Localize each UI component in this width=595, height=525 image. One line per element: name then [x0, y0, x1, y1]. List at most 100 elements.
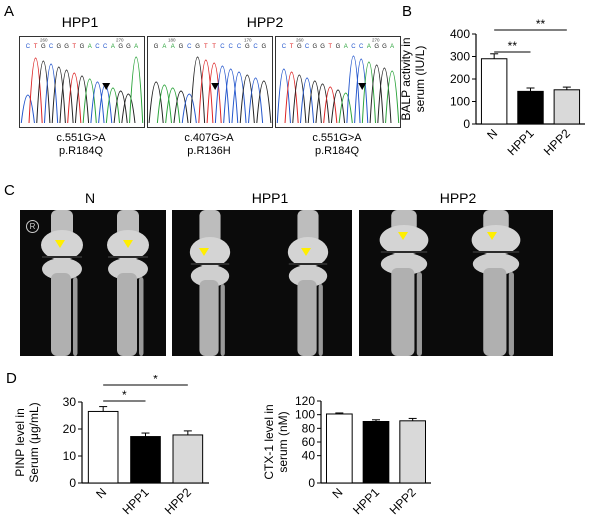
bar: [480, 58, 508, 125]
x-tick-label: N: [93, 485, 109, 501]
y-tick-label: 60: [302, 435, 316, 449]
yellow-arrow: [199, 248, 209, 256]
yellow-arrow: [398, 232, 408, 240]
trace-peak: [346, 55, 361, 124]
base-letter: G: [245, 44, 250, 50]
base-letter: G: [336, 44, 341, 50]
hpp1-title: HPP1: [61, 14, 99, 30]
base-letter: T: [204, 44, 208, 50]
femur-shaft: [297, 210, 319, 244]
bar: [517, 90, 544, 125]
x-tick-label: HPP2: [162, 485, 194, 517]
y-tick-label: 30: [63, 395, 77, 409]
xray-hpp2: [359, 210, 553, 356]
trace-peak: [198, 59, 214, 124]
caption-1-cdna: c.551G>A: [56, 132, 106, 144]
y-axis-label-line2: Serum (μg/mL): [27, 402, 41, 482]
y-tick-label: 0: [69, 476, 76, 490]
tibia-shaft: [51, 273, 71, 356]
trace-peak: [248, 77, 264, 124]
significance-marker: **: [508, 39, 518, 53]
tibia-plateau: [190, 265, 230, 287]
trace-peak: [190, 56, 206, 124]
trace-peak: [330, 89, 346, 124]
y-tick-label: 300: [450, 50, 470, 64]
base-letter: C: [282, 44, 287, 50]
chromatogram-2: G A A G C G T T C C C G C G 180 170: [147, 36, 273, 128]
caption-3-protein: p.R184Q: [314, 145, 360, 157]
x-tick-label: HPP2: [387, 485, 419, 517]
caption-1: c.551G>A p.R184Q: [19, 132, 143, 158]
caption-2: c.407G>A p.R136H: [147, 132, 271, 158]
base-letter: G: [154, 44, 159, 50]
trace-peak: [74, 75, 90, 124]
femur-condyle: [41, 230, 83, 260]
bar: [362, 421, 390, 484]
femur-shaft: [117, 210, 139, 237]
pinp-chart: PINP level in Serum (μg/mL) 0 10 20 30 N HPP1 HP…: [14, 375, 209, 517]
tibia-shaft: [391, 268, 415, 356]
position-label: 270: [116, 38, 124, 43]
femur-shaft: [199, 210, 221, 244]
y-tick-label: 0: [308, 476, 315, 490]
knee: [379, 210, 429, 356]
base-letter: G: [179, 44, 184, 50]
panel-label-b: B: [402, 3, 413, 20]
trace-peak: [36, 60, 51, 124]
trace-peak: [59, 69, 74, 124]
trace-peak: [284, 71, 299, 124]
base-letter: C: [229, 44, 234, 50]
balp-chart: BALP activity in serum (IU/L) 0 100 200 300 40…: [400, 18, 585, 158]
x-tick-label: HPP1: [120, 485, 152, 517]
tibia-plateau: [472, 253, 520, 275]
base-letter: G: [118, 44, 123, 50]
xray-title-n: N: [84, 190, 96, 206]
tibia-shaft: [117, 273, 137, 356]
panel-label-d: D: [6, 370, 17, 387]
base-letter: C: [26, 44, 31, 50]
tibia-plateau: [288, 265, 328, 287]
trace-peak: [82, 78, 97, 124]
bar: [172, 434, 204, 484]
base-letter: T: [290, 44, 294, 50]
tibia-shaft: [483, 268, 507, 356]
bar: [130, 436, 161, 484]
mutation-arrow: [211, 83, 220, 90]
panel-label-a: A: [4, 3, 15, 20]
side-marker: R: [26, 220, 39, 233]
tibia-shaft: [199, 280, 219, 356]
trace-peak: [28, 57, 43, 124]
trace-peak: [315, 83, 330, 124]
y-tick-label: 120: [295, 394, 315, 408]
trace-peak: [361, 61, 377, 124]
trace-peak: [121, 93, 136, 124]
base-letter: C: [237, 44, 242, 50]
base-letter: G: [262, 44, 267, 50]
x-tick-label: N: [329, 485, 345, 501]
significance-marker: *: [122, 388, 127, 402]
xray-hpp2-image: [379, 210, 521, 356]
base-letter: G: [126, 44, 131, 50]
base-letter: C: [220, 44, 225, 50]
xray-n-image: [41, 210, 149, 356]
fibula: [220, 284, 225, 356]
y-axis-label-line1: BALP activity in: [400, 37, 413, 120]
trace-peak: [105, 87, 121, 124]
base-letter: C: [103, 44, 108, 50]
trace-peak: [354, 58, 369, 124]
mutation-arrow: [102, 83, 111, 90]
y-tick-label: 200: [450, 72, 470, 86]
trace-peak: [43, 63, 59, 124]
trace-peak: [292, 74, 307, 124]
trace-peak: [173, 90, 189, 124]
trace-peak: [90, 81, 105, 124]
base-letter: G: [312, 44, 317, 50]
yellow-arrow: [55, 240, 65, 248]
base-letter: G: [374, 44, 379, 50]
base-letter: G: [64, 44, 69, 50]
femur-shaft: [51, 210, 73, 237]
trace-peak: [323, 86, 338, 124]
base-letter: G: [56, 44, 61, 50]
trace-peak: [223, 68, 239, 124]
